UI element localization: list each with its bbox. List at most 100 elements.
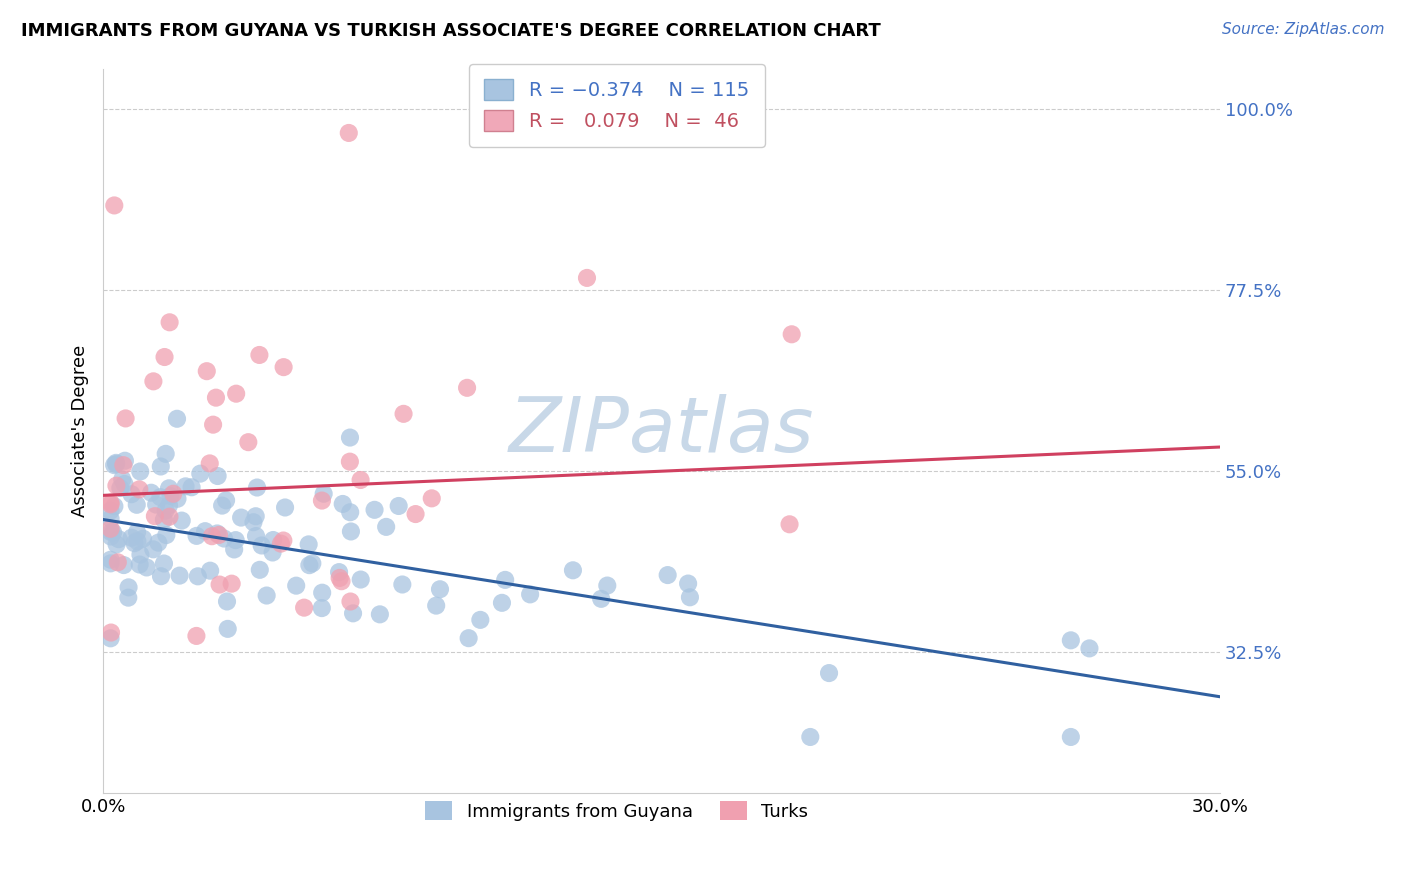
Point xyxy=(657,568,679,582)
Point xyxy=(799,730,821,744)
Point xyxy=(457,631,479,645)
Point xyxy=(114,477,136,491)
Point xyxy=(121,487,143,501)
Point xyxy=(100,512,122,526)
Point xyxy=(350,573,373,587)
Point xyxy=(148,535,170,549)
Point xyxy=(153,350,176,364)
Point xyxy=(780,327,803,342)
Point xyxy=(159,489,181,503)
Point xyxy=(249,563,271,577)
Point xyxy=(215,594,238,608)
Point xyxy=(591,591,613,606)
Point xyxy=(188,467,211,481)
Point xyxy=(129,548,152,562)
Point xyxy=(117,580,139,594)
Point xyxy=(125,525,148,540)
Point xyxy=(141,485,163,500)
Point xyxy=(273,360,295,375)
Point xyxy=(779,517,801,532)
Point xyxy=(107,532,129,546)
Point xyxy=(103,500,125,514)
Point xyxy=(150,569,173,583)
Point xyxy=(298,558,321,573)
Point xyxy=(128,483,150,497)
Point xyxy=(110,481,132,495)
Point xyxy=(125,498,148,512)
Point xyxy=(142,542,165,557)
Point xyxy=(105,457,128,471)
Point xyxy=(112,458,135,472)
Point xyxy=(429,582,451,597)
Point xyxy=(312,487,335,501)
Point xyxy=(285,579,308,593)
Point xyxy=(128,558,150,572)
Point xyxy=(330,574,353,589)
Point xyxy=(339,431,361,445)
Point xyxy=(100,530,122,544)
Point xyxy=(111,472,134,486)
Point xyxy=(575,271,598,285)
Point xyxy=(217,622,239,636)
Point xyxy=(1078,641,1101,656)
Text: IMMIGRANTS FROM GUYANA VS TURKISH ASSOCIATE'S DEGREE CORRELATION CHART: IMMIGRANTS FROM GUYANA VS TURKISH ASSOCI… xyxy=(21,22,880,40)
Point xyxy=(162,487,184,501)
Point xyxy=(100,525,122,540)
Point xyxy=(1060,730,1083,744)
Point xyxy=(368,607,391,622)
Point xyxy=(114,411,136,425)
Point xyxy=(170,514,193,528)
Point xyxy=(207,469,229,483)
Point xyxy=(224,542,246,557)
Point xyxy=(405,507,427,521)
Point xyxy=(562,563,585,577)
Point xyxy=(155,447,177,461)
Point xyxy=(349,473,371,487)
Point xyxy=(100,557,122,571)
Point xyxy=(155,528,177,542)
Point xyxy=(215,493,238,508)
Point xyxy=(100,497,122,511)
Point xyxy=(159,315,181,329)
Point xyxy=(328,565,350,579)
Point xyxy=(242,515,264,529)
Point xyxy=(114,454,136,468)
Point xyxy=(159,509,181,524)
Point xyxy=(340,524,363,539)
Point xyxy=(342,607,364,621)
Point xyxy=(195,364,218,378)
Point xyxy=(149,490,172,504)
Point xyxy=(100,625,122,640)
Y-axis label: Associate's Degree: Associate's Degree xyxy=(72,345,89,517)
Point xyxy=(456,381,478,395)
Point xyxy=(208,528,231,542)
Point xyxy=(142,375,165,389)
Point xyxy=(205,391,228,405)
Point xyxy=(339,594,361,608)
Point xyxy=(153,513,176,527)
Point xyxy=(339,455,361,469)
Point xyxy=(174,479,197,493)
Point xyxy=(270,536,292,550)
Point xyxy=(202,417,225,432)
Point xyxy=(194,524,217,538)
Point xyxy=(101,525,124,540)
Point xyxy=(100,496,122,510)
Point xyxy=(298,537,321,551)
Point xyxy=(211,499,233,513)
Point xyxy=(157,499,180,513)
Point xyxy=(256,589,278,603)
Point xyxy=(186,629,208,643)
Point xyxy=(112,558,135,572)
Point xyxy=(135,560,157,574)
Point xyxy=(494,573,516,587)
Point xyxy=(107,555,129,569)
Point xyxy=(145,498,167,512)
Point xyxy=(153,557,176,571)
Point xyxy=(679,591,702,605)
Point xyxy=(311,601,333,615)
Point xyxy=(105,478,128,492)
Point xyxy=(363,503,385,517)
Point xyxy=(388,499,411,513)
Point xyxy=(143,509,166,524)
